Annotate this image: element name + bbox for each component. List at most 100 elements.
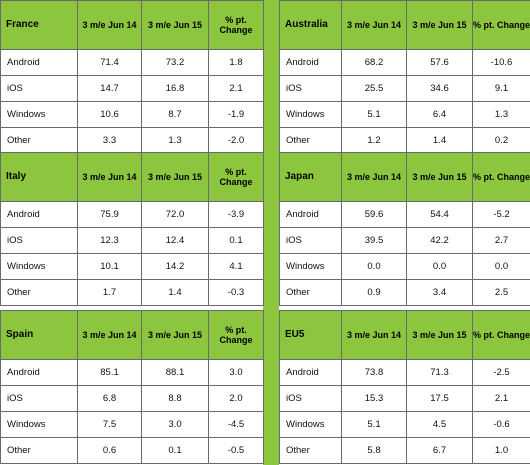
cell-change: -2.0 [208, 127, 264, 154]
cell-jun15: 17.5 [406, 385, 473, 412]
cell-jun14: 10.1 [77, 253, 142, 280]
os-label: Other [279, 127, 342, 154]
column-header: 3 m/e Jun 14 [341, 152, 407, 202]
cell-jun14: 73.8 [341, 359, 407, 386]
column-header: 3 m/e Jun 15 [406, 152, 473, 202]
table-row: iOS 25.5 34.6 9.1 [279, 75, 530, 102]
cell-jun14: 39.5 [341, 227, 407, 254]
region-name: Australia [279, 0, 342, 50]
cell-change: 2.7 [472, 227, 530, 254]
table-row: Windows 0.0 0.0 0.0 [279, 253, 530, 280]
table-row: Android 71.4 73.2 1.8 [0, 49, 264, 76]
column-header: 3 m/e Jun 14 [77, 310, 142, 360]
os-label: Other [279, 437, 342, 464]
cell-change: 2.0 [208, 385, 264, 412]
cell-jun14: 75.9 [77, 201, 142, 228]
cell-change: 2.1 [472, 385, 530, 412]
column-header: % pt. Change [472, 0, 530, 50]
cell-jun15: 1.3 [141, 127, 209, 154]
os-label: iOS [279, 385, 342, 412]
cell-change: 1.0 [472, 437, 530, 464]
share-table: Japan 3 m/e Jun 14 3 m/e Jun 15% pt. Chang… [279, 152, 530, 306]
cell-change: -0.3 [208, 279, 264, 306]
os-label: Windows [279, 253, 342, 280]
cell-jun15: 8.8 [141, 385, 209, 412]
cell-jun15: 14.2 [141, 253, 209, 280]
cell-change: 9.1 [472, 75, 530, 102]
column-header: 3 m/e Jun 15 [141, 0, 209, 50]
cell-change: 0.2 [472, 127, 530, 154]
region-table-3: Japan 3 m/e Jun 14 3 m/e Jun 15% pt. Chang… [279, 152, 530, 306]
cell-jun15: 12.4 [141, 227, 209, 254]
cell-jun14: 0.0 [341, 253, 407, 280]
cell-jun15: 4.5 [406, 411, 473, 438]
cell-jun15: 88.1 [141, 359, 209, 386]
cell-jun15: 3.0 [141, 411, 209, 438]
cell-change: -0.5 [208, 437, 264, 464]
table-row: Android 75.9 72.0 -3.9 [0, 201, 264, 228]
os-label: Android [279, 49, 342, 76]
cell-jun15: 1.4 [141, 279, 209, 306]
table-row: Other 0.6 0.1 -0.5 [0, 437, 264, 464]
cell-jun14: 0.9 [341, 279, 407, 306]
region-table-2: Italy 3 m/e Jun 14 3 m/e Jun 15% pt. Chang… [0, 152, 264, 306]
cell-change: -2.5 [472, 359, 530, 386]
region-name: Japan [279, 152, 342, 202]
table-row: Windows 10.6 8.7 -1.9 [0, 101, 264, 128]
cell-change: -4.5 [208, 411, 264, 438]
column-header: % pt. Change [208, 310, 264, 360]
column-header: 3 m/e Jun 15 [141, 310, 209, 360]
table-row: Windows 5.1 6.4 1.3 [279, 101, 530, 128]
header-row: Italy 3 m/e Jun 14 3 m/e Jun 15% pt. Chang… [0, 152, 264, 202]
region-table-4: Spain 3 m/e Jun 14 3 m/e Jun 15% pt. Chang… [0, 310, 264, 464]
cell-jun14: 85.1 [77, 359, 142, 386]
os-label: Windows [279, 101, 342, 128]
cell-jun14: 1.7 [77, 279, 142, 306]
cell-change: 2.5 [472, 279, 530, 306]
cell-jun14: 25.5 [341, 75, 407, 102]
table-row: Other 3.3 1.3 -2.0 [0, 127, 264, 154]
cell-jun15: 72.0 [141, 201, 209, 228]
os-label: Other [279, 279, 342, 306]
cell-jun15: 71.3 [406, 359, 473, 386]
os-label: Windows [0, 101, 78, 128]
cell-change: 2.1 [208, 75, 264, 102]
table-row: iOS 6.8 8.8 2.0 [0, 385, 264, 412]
cell-change: 1.3 [472, 101, 530, 128]
os-label: Android [0, 359, 78, 386]
cell-jun15: 0.0 [406, 253, 473, 280]
column-header: 3 m/e Jun 14 [341, 310, 407, 360]
os-label: Windows [0, 253, 78, 280]
cell-jun15: 57.6 [406, 49, 473, 76]
cell-jun14: 71.4 [77, 49, 142, 76]
table-row: Windows 5.1 4.5 -0.6 [279, 411, 530, 438]
cell-jun15: 42.2 [406, 227, 473, 254]
table-row: iOS 12.3 12.4 0.1 [0, 227, 264, 254]
os-label: iOS [279, 227, 342, 254]
cell-jun14: 5.1 [341, 411, 407, 438]
column-header: 3 m/e Jun 14 [77, 152, 142, 202]
cell-jun15: 73.2 [141, 49, 209, 76]
column-header: 3 m/e Jun 14 [341, 0, 407, 50]
region-table-0: France 3 m/e Jun 14 3 m/e Jun 15% pt. Chan… [0, 0, 264, 154]
os-label: Android [279, 201, 342, 228]
cell-jun14: 14.7 [77, 75, 142, 102]
cell-jun14: 5.1 [341, 101, 407, 128]
cell-jun14: 7.5 [77, 411, 142, 438]
cell-jun14: 5.8 [341, 437, 407, 464]
column-header: % pt. Change [208, 152, 264, 202]
cell-jun15: 3.4 [406, 279, 473, 306]
header-row: Japan 3 m/e Jun 14 3 m/e Jun 15% pt. Chang… [279, 152, 530, 202]
os-label: iOS [279, 75, 342, 102]
cell-jun14: 15.3 [341, 385, 407, 412]
header-row: Australia 3 m/e Jun 14 3 m/e Jun 15% pt. C… [279, 0, 530, 50]
column-header: 3 m/e Jun 15 [406, 310, 473, 360]
cell-change: 0.1 [208, 227, 264, 254]
os-label: Windows [0, 411, 78, 438]
os-label: iOS [0, 385, 78, 412]
cell-jun15: 16.8 [141, 75, 209, 102]
region-name: Spain [0, 310, 78, 360]
os-label: Android [0, 49, 78, 76]
share-table: France 3 m/e Jun 14 3 m/e Jun 15% pt. Chan… [0, 0, 264, 154]
region-name: France [0, 0, 78, 50]
